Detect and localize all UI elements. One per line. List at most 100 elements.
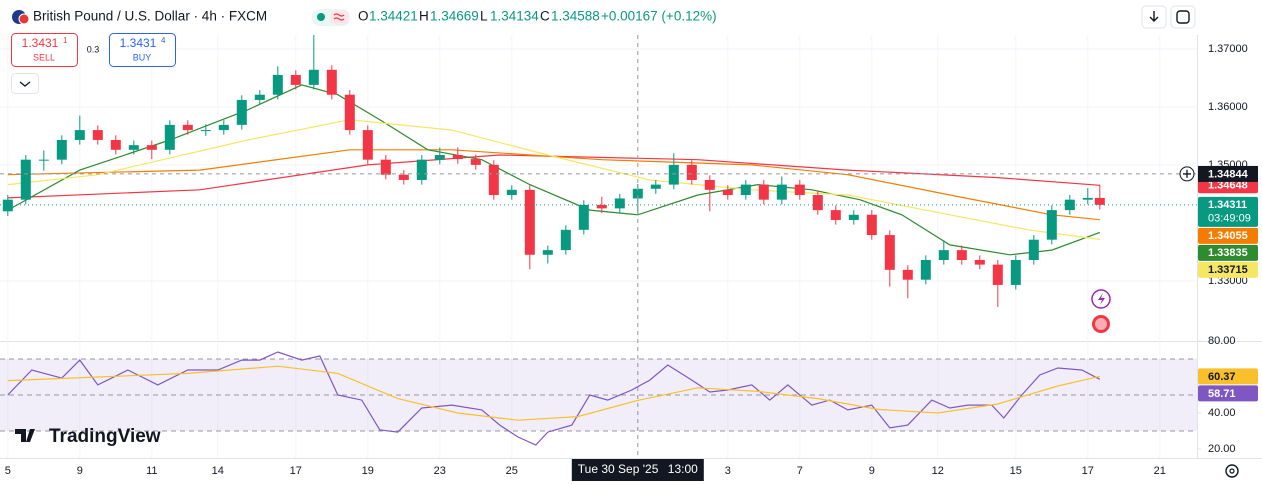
candle-body [758, 184, 769, 200]
x-tick-label: 23 [434, 465, 446, 477]
candle-body [596, 204, 607, 209]
crosshair-price: 1.34844 [1208, 168, 1249, 180]
candle-body [380, 159, 391, 175]
price-label-box [1198, 244, 1258, 261]
candle-body [560, 229, 571, 251]
indicator-line [7, 365, 1100, 421]
candle-body [956, 250, 967, 260]
buy-price: 1.3431 [120, 36, 157, 50]
candle-body [776, 184, 787, 200]
fullscreen-button[interactable] [1170, 5, 1196, 29]
candle-body [542, 250, 553, 255]
crosshair-time: 13:00 [668, 462, 698, 476]
ohlc-label: C [540, 9, 550, 24]
candle-body [236, 99, 247, 125]
candle-body [398, 174, 409, 180]
trade-panel: 1.3431 1 SELL 0.3 1.3431 4 BUY [11, 33, 176, 94]
sell-button[interactable] [11, 33, 78, 67]
candle-body [92, 130, 103, 140]
x-tick-label: 25 [506, 465, 518, 477]
y-tick-label: 80.00 [1208, 335, 1236, 347]
candle-body [650, 184, 661, 189]
buy-label: BUY [133, 52, 152, 62]
x-tick-label: 17 [1082, 465, 1094, 477]
candle-body [128, 145, 139, 150]
candle-body [1010, 259, 1021, 285]
spread: 0.3 [87, 44, 100, 54]
x-tick-label: 11 [146, 465, 157, 477]
candle-body [218, 124, 229, 131]
sell-price-sup: 1 [63, 36, 68, 45]
x-tick-label: 9 [869, 465, 875, 477]
candle-body [938, 250, 949, 260]
candle-body [416, 159, 427, 180]
candle-body [704, 179, 715, 190]
price-label-box [1198, 196, 1258, 227]
candle-body [830, 210, 841, 220]
candle-body [20, 159, 31, 200]
indicator-line [7, 84, 1101, 256]
ohlc-label: H [419, 9, 429, 24]
candle-body [1094, 197, 1105, 205]
indicator-line [7, 351, 1101, 446]
candle-body [992, 264, 1003, 285]
candle-body [902, 269, 913, 280]
download-button[interactable] [1141, 5, 1167, 29]
candle-body [110, 139, 121, 150]
sell-label: SELL [33, 52, 55, 62]
indicator-line [7, 119, 1100, 240]
candle-body [848, 214, 859, 220]
ohlc-label: O [358, 9, 369, 24]
candle-body [866, 214, 877, 236]
candle-body [614, 198, 625, 209]
change: +0.00167 (+0.12%) [601, 9, 717, 24]
x-tick-label: 17 [290, 465, 302, 477]
candle-body [920, 259, 931, 280]
x-tick-label: 12 [932, 465, 944, 477]
candle-body [1028, 239, 1039, 260]
price-label: 60.37 [1208, 371, 1236, 383]
flag-detail [1095, 318, 1107, 330]
sell-price: 1.3431 [22, 36, 59, 50]
header: British Pound / U.S. Dollar · 4h · FXCM … [12, 5, 1196, 29]
candle-body [488, 164, 499, 196]
tv-logo [15, 429, 35, 442]
y-tick-label: 40.00 [1208, 407, 1236, 419]
symbol-title[interactable]: British Pound / U.S. Dollar · 4h · FXCM [33, 9, 267, 24]
candle-body [200, 130, 211, 132]
wave-icon [333, 13, 345, 21]
candle-body [452, 155, 463, 160]
download-icon [1149, 11, 1159, 22]
crosshair-time-box [571, 459, 704, 481]
x-tick-label: 7 [797, 465, 803, 477]
fullscreen-icon [1176, 10, 1190, 24]
ohlc-value: 1.34421 [369, 9, 418, 24]
price-label: 1.33715 [1208, 264, 1248, 276]
x-tick-label: 19 [362, 465, 374, 477]
indicator-line [7, 154, 1100, 199]
price-label-box [1198, 261, 1258, 278]
candle-body [1046, 210, 1057, 240]
buy-button[interactable] [109, 33, 176, 67]
candle-body [632, 188, 643, 199]
price-label: 58.71 [1208, 388, 1236, 400]
candle-body [974, 259, 985, 265]
flag-us [18, 13, 30, 25]
ohlc-value: 1.34134 [490, 9, 539, 24]
indicator-toggle[interactable] [330, 10, 349, 25]
candle-body [38, 159, 49, 161]
candle-body [1064, 199, 1075, 211]
settings-icon[interactable] [1225, 464, 1239, 478]
candle-body [74, 130, 85, 140]
settings-hub [1229, 468, 1235, 474]
x-tick-label: 5 [5, 465, 11, 477]
x-tick-label: 14 [212, 465, 224, 477]
candle-body [308, 69, 319, 85]
plus-icon [1183, 169, 1191, 178]
y-tick-label: 20.00 [1208, 443, 1236, 455]
collapse-button[interactable] [11, 73, 39, 94]
ohlc-label: L [480, 9, 488, 24]
